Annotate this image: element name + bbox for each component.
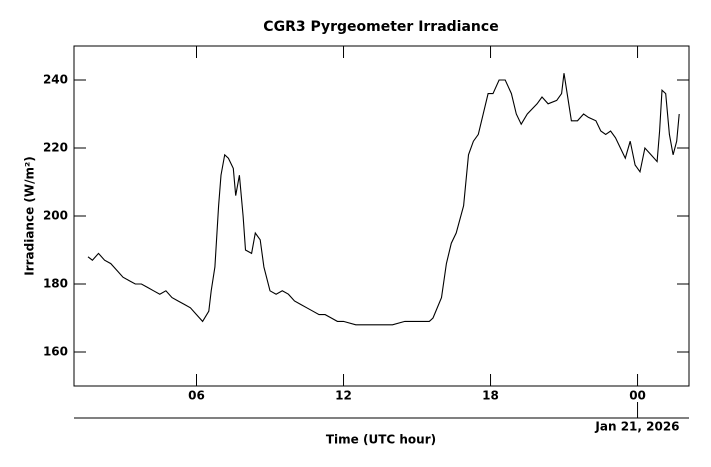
y-tick-label: 180: [43, 277, 68, 291]
date-label: Jan 21, 2026: [594, 420, 679, 434]
x-tick-label: 06: [188, 389, 205, 403]
x-axis-label: Time (UTC hour): [326, 433, 436, 447]
x-tick-label: 18: [482, 389, 499, 403]
chart-title: CGR3 Pyrgeometer Irradiance: [263, 19, 498, 35]
y-tick-label: 240: [43, 73, 68, 87]
y-tick-label: 220: [43, 141, 68, 155]
y-tick-label: 200: [43, 209, 68, 223]
x-tick-label: 12: [335, 389, 352, 403]
data-line: [87, 73, 680, 326]
y-tick-label: 160: [43, 345, 68, 359]
x-tick-label: 00: [629, 389, 646, 403]
plot-frame: [73, 45, 690, 387]
y-axis-label: Irradiance (W/m²): [23, 156, 37, 276]
